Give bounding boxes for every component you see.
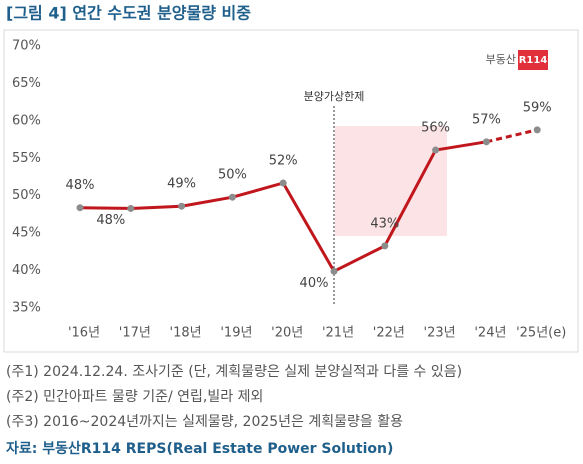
point bbox=[533, 126, 541, 134]
x-tick-label: '22년 bbox=[373, 326, 405, 341]
x-tick-label: '16년 bbox=[68, 326, 100, 341]
point bbox=[279, 179, 287, 187]
point bbox=[330, 267, 338, 275]
data-label: 48% bbox=[66, 178, 95, 193]
note: (주3) 2016~2024년까지는 실제물량, 2025년은 계획물량을 활용 bbox=[6, 414, 403, 430]
x-tick-label: '20년 bbox=[271, 326, 303, 341]
chart-title: [그림 4] 연간 수도권 분양물량 비중 bbox=[6, 4, 251, 23]
y-tick-label: 70% bbox=[12, 39, 41, 54]
line-forecast bbox=[486, 128, 538, 144]
logo-badge bbox=[518, 50, 548, 70]
data-label: 57% bbox=[472, 112, 501, 127]
x-tick-label: '25년(e) bbox=[516, 326, 566, 341]
note: (주2) 민간아파트 물량 기준/ 연립,빌라 제외 bbox=[6, 389, 263, 405]
y-tick-label: 45% bbox=[12, 226, 41, 241]
point bbox=[381, 242, 389, 250]
note: (주1) 2024.12.24. 조사기준 (단, 계획물량은 실제 분양실적과… bbox=[6, 364, 462, 380]
data-label: 59% bbox=[523, 100, 552, 115]
point bbox=[76, 204, 84, 212]
x-tick-label: '17년 bbox=[119, 326, 151, 341]
x-tick-label: '24년 bbox=[474, 326, 506, 341]
y-tick-label: 40% bbox=[12, 263, 41, 278]
y-tick-label: 55% bbox=[12, 151, 41, 166]
data-label: 40% bbox=[300, 276, 329, 291]
point bbox=[482, 138, 490, 146]
watermark-box bbox=[335, 126, 447, 236]
y-tick-label: 65% bbox=[12, 76, 41, 91]
point bbox=[228, 193, 236, 201]
data-label: 50% bbox=[218, 168, 247, 183]
y-tick-label: 35% bbox=[12, 301, 41, 316]
source: 자료: 부동산R114 REPS(Real Estate Power Solut… bbox=[6, 440, 393, 457]
chart-frame bbox=[3, 29, 579, 353]
point bbox=[127, 204, 135, 212]
data-label: 56% bbox=[421, 121, 450, 136]
x-tick-label: '23년 bbox=[424, 326, 456, 341]
x-tick-label: '18년 bbox=[170, 326, 202, 341]
x-tick-label: '21년 bbox=[322, 326, 354, 341]
y-tick-label: 60% bbox=[12, 113, 41, 128]
point bbox=[178, 202, 186, 210]
annotation: 분양가상한제 bbox=[304, 90, 365, 103]
data-label: 48% bbox=[96, 213, 125, 228]
data-label: 49% bbox=[167, 177, 196, 192]
point bbox=[432, 146, 440, 154]
data-label: 43% bbox=[370, 216, 399, 231]
data-label: 52% bbox=[269, 153, 298, 168]
logo-text: 부동산 bbox=[486, 53, 516, 66]
x-tick-label: '19년 bbox=[220, 326, 252, 341]
y-tick-label: 50% bbox=[12, 188, 41, 203]
logo-badge-text: R114 bbox=[519, 55, 548, 66]
